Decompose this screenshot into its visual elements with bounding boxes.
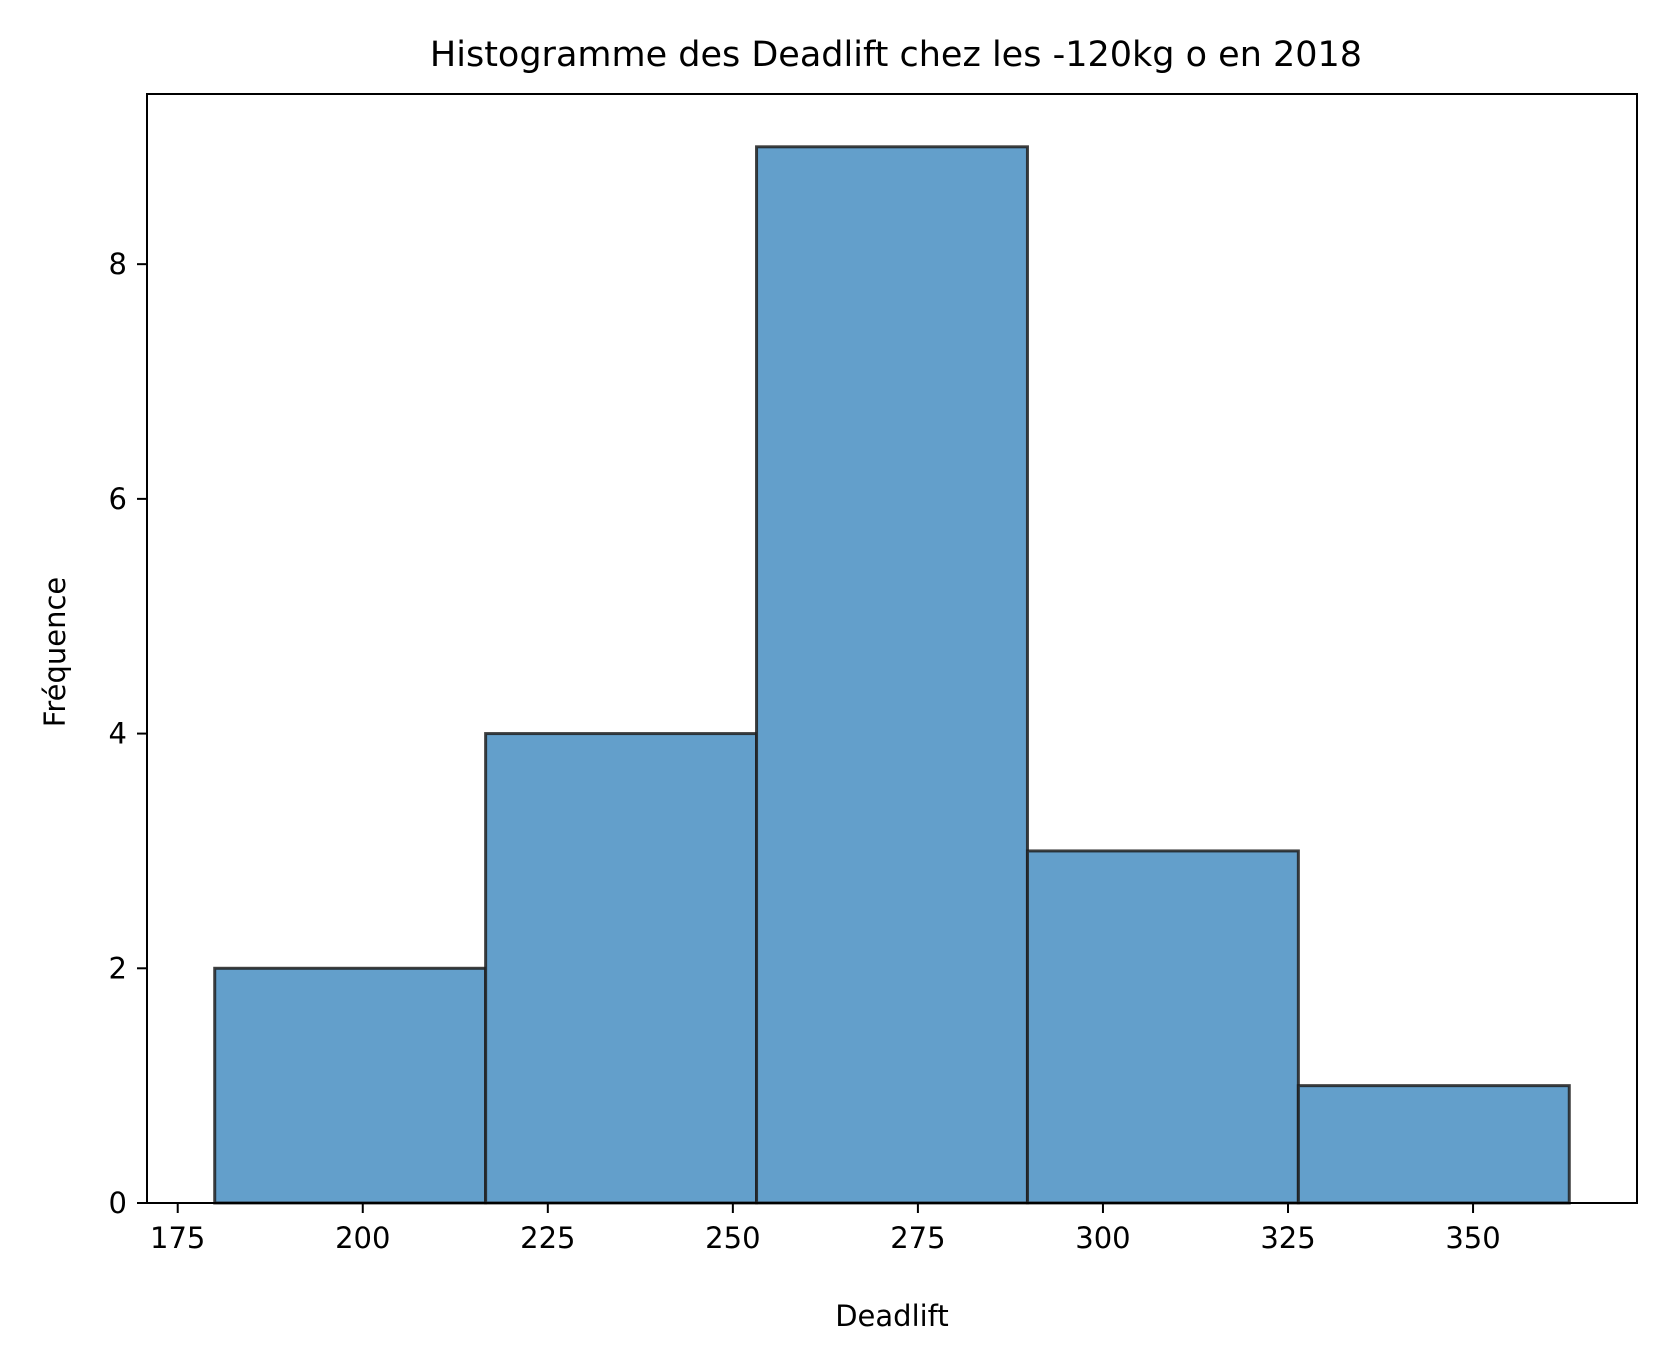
y-tick-label: 2 <box>109 951 127 985</box>
x-tick-label: 200 <box>335 1221 390 1255</box>
histogram-bar-5 <box>1296 1084 1571 1205</box>
histogram-bar-1 <box>213 966 488 1205</box>
x-tick-label: 325 <box>1260 1221 1315 1255</box>
y-tick-label: 6 <box>109 482 127 516</box>
y-tick-label: 8 <box>109 247 127 281</box>
x-tick-label: 350 <box>1445 1221 1500 1255</box>
x-tick-label: 275 <box>890 1221 945 1255</box>
y-axis-ticks: 0 2 4 6 8 <box>109 247 147 1220</box>
y-tick-label: 4 <box>109 717 127 751</box>
x-axis-label: Deadlift <box>835 1299 949 1333</box>
x-tick-label: 250 <box>705 1221 760 1255</box>
x-axis-ticks: 175 200 225 250 275 300 325 350 <box>150 1203 1501 1255</box>
x-tick-label: 225 <box>520 1221 575 1255</box>
histogram-bar-4 <box>1025 849 1300 1205</box>
chart-title: Histogramme des Deadlift chez les -120kg… <box>430 35 1362 75</box>
bars-layer <box>213 145 1571 1205</box>
plot-frame <box>146 93 1638 1204</box>
x-tick-label: 175 <box>150 1221 205 1255</box>
x-tick-label: 300 <box>1075 1221 1130 1255</box>
y-axis-label: Fréquence <box>38 577 72 728</box>
histogram-bar-2 <box>484 732 759 1205</box>
histogram-bar-3 <box>755 145 1029 1205</box>
y-tick-label: 0 <box>109 1186 127 1220</box>
